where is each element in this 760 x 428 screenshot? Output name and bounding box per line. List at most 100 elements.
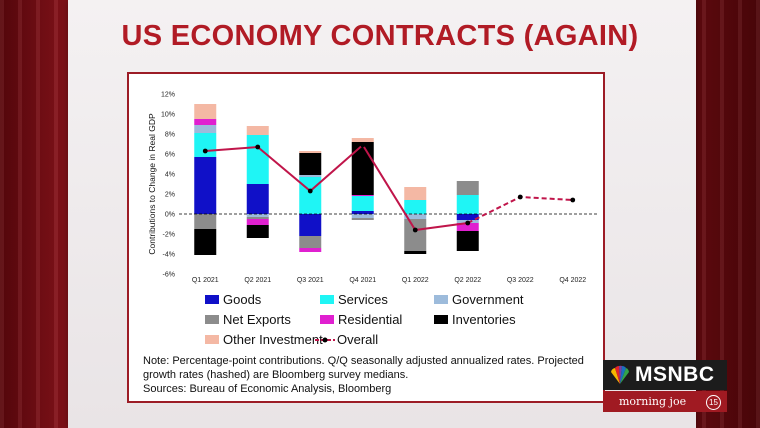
- bar-segment-services: [351, 196, 374, 211]
- overall-projected-line: [467, 195, 573, 224]
- legend-government-label: Government: [452, 292, 524, 307]
- bar-segment-inventories: [194, 229, 217, 255]
- bar-segment-net-exports: [456, 181, 479, 195]
- bar-segment-government: [351, 214, 374, 218]
- legend-goods-label: Goods: [223, 292, 262, 307]
- overall-point: [202, 148, 208, 154]
- bar-segment-inventories: [456, 231, 479, 251]
- chart-card: Contributions to Change in Real GDP -6% -4…: [127, 72, 605, 403]
- legend-residential-label: Residential: [338, 312, 403, 327]
- bar-segment-other-investment: [351, 138, 374, 142]
- bar-segment-government: [194, 125, 217, 133]
- bar-segment-government: [246, 214, 269, 217]
- legend-net-exports: Net Exports: [205, 312, 291, 328]
- legend-net-exports-label: Net Exports: [223, 312, 291, 327]
- morning-joe-bar: morning joe 15: [603, 391, 727, 412]
- legend-services: Services: [320, 292, 388, 308]
- legend-services-swatch: [320, 295, 334, 305]
- msnbc-logo: MSNBC morning joe 15: [603, 360, 727, 412]
- bar-segment-goods: [299, 214, 322, 236]
- legend-other-investment: Other Investment: [205, 332, 323, 348]
- bar-segment-inventories: [299, 153, 322, 175]
- y-axis-label: Contributions to Change in Real GDP: [147, 113, 157, 255]
- overall-point: [412, 227, 418, 233]
- y-tick-label: -2%: [163, 232, 175, 239]
- y-tick-label: 10%: [161, 112, 175, 119]
- bar-segment-inventories: [351, 142, 374, 195]
- bar-segment-services: [246, 135, 269, 184]
- legend-inventories-swatch: [434, 315, 448, 325]
- bar-segment-goods: [456, 214, 479, 220]
- note-sources: Sources: Bureau of Economic Analysis, Bl…: [143, 383, 392, 395]
- bar-segment-services: [299, 177, 322, 214]
- overall-point: [307, 188, 313, 194]
- chart-note: Note: Percentage-point contributions. Q/…: [143, 354, 605, 396]
- legend-other-investment-label: Other Investment: [223, 332, 323, 347]
- legend-government: Government: [434, 292, 524, 308]
- bar-segment-goods: [194, 157, 217, 214]
- x-tick-label: Q4 2022: [559, 277, 586, 284]
- overall-point: [517, 194, 523, 200]
- x-tick-label: Q1 2021: [192, 277, 219, 284]
- bar-segment-net-exports: [299, 236, 322, 248]
- overall-line: [205, 143, 468, 232]
- overall-point: [570, 197, 576, 203]
- y-tick-label: 8%: [165, 132, 175, 139]
- page-title: US ECONOMY CONTRACTS (AGAIN): [121, 20, 639, 52]
- x-tick-label: Q3 2021: [297, 277, 324, 284]
- legend-inventories: Inventories: [434, 312, 516, 328]
- bar-segment-residential: [299, 248, 322, 252]
- bar-segment-government: [299, 175, 322, 177]
- bar-segment-net-exports: [246, 217, 269, 219]
- show-name: morning joe: [619, 395, 687, 408]
- bar-segment-residential: [194, 119, 217, 125]
- legend-residential-swatch: [320, 315, 334, 325]
- bar-segment-goods: [246, 184, 269, 214]
- bar-segment-other-investment: [404, 187, 427, 200]
- overall-point: [255, 144, 261, 150]
- y-tick-label: -4%: [163, 252, 175, 259]
- legend-net-exports-swatch: [205, 315, 219, 325]
- note-line-2: growth rates (hashed) are Bloomberg surv…: [143, 369, 409, 381]
- legend-other-investment-swatch: [205, 335, 219, 345]
- y-tick-label: 0%: [165, 212, 175, 219]
- anniversary-badge: 15: [706, 395, 721, 410]
- x-tick-label: Q4 2021: [349, 277, 376, 284]
- bar-segment-net-exports: [404, 219, 427, 251]
- bar-segment-other-investment: [299, 151, 322, 153]
- bar-segment-residential: [246, 219, 269, 225]
- x-tick-label: Q1 2022: [402, 277, 429, 284]
- bar-segment-other-investment: [194, 104, 217, 119]
- y-tick-label: 2%: [165, 192, 175, 199]
- legend-government-swatch: [434, 295, 448, 305]
- msnbc-text: MSNBC: [635, 363, 715, 386]
- bar-segment-inventories: [246, 225, 269, 238]
- msnbc-wordmark: MSNBC: [603, 360, 727, 390]
- legend-services-label: Services: [338, 292, 388, 307]
- bar-segment-other-investment: [246, 126, 269, 135]
- bar-segment-net-exports: [351, 218, 374, 220]
- overall-point: [465, 220, 471, 226]
- y-tick-label: 6%: [165, 152, 175, 159]
- legend-inventories-label: Inventories: [452, 312, 516, 327]
- bar-segment-inventories: [404, 251, 427, 254]
- y-tick-label: 12%: [161, 92, 175, 99]
- bar-segment-goods: [351, 211, 374, 214]
- legend-goods-swatch: [205, 295, 219, 305]
- bar-segment-government: [404, 214, 427, 219]
- x-tick-label: Q3 2022: [507, 277, 534, 284]
- legend-residential: Residential: [320, 312, 402, 328]
- legend-overall-swatch: [315, 337, 335, 343]
- bar-segment-residential: [456, 223, 479, 231]
- note-line-1: Note: Percentage-point contributions. Q/…: [143, 355, 584, 367]
- legend-goods: Goods: [205, 292, 261, 308]
- y-tick-label: -6%: [163, 272, 175, 279]
- bar-segment-residential: [351, 195, 374, 196]
- y-tick-label: 4%: [165, 172, 175, 179]
- bar-segment-services: [404, 200, 427, 214]
- bar-segment-net-exports: [194, 214, 217, 229]
- x-tick-label: Q2 2021: [244, 277, 271, 284]
- peacock-icon: [611, 365, 629, 384]
- x-tick-label: Q2 2022: [454, 277, 481, 284]
- legend-overall: Overall: [315, 332, 378, 348]
